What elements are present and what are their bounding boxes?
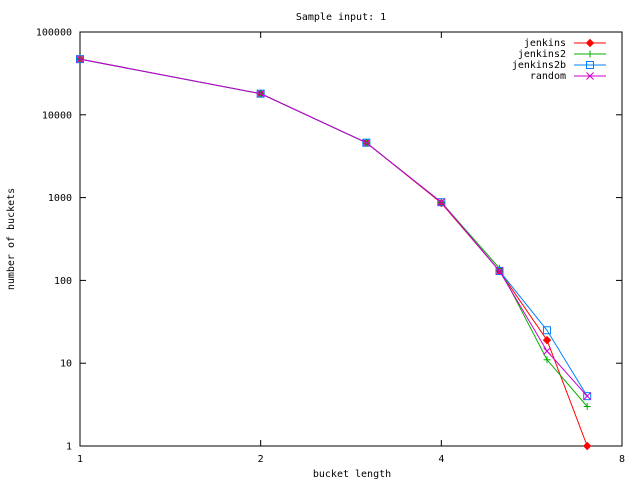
data-point-jenkins2b xyxy=(437,198,446,207)
legend-label: jenkins2b xyxy=(512,60,566,71)
legend-label: jenkins2 xyxy=(518,49,566,60)
data-point-jenkins2b xyxy=(583,392,592,401)
data-point-jenkins xyxy=(582,441,592,451)
x-tick-label: 1 xyxy=(77,454,83,465)
chart-title: Sample input: 1 xyxy=(296,12,386,23)
data-point-random xyxy=(256,89,265,98)
x-tick-label: 8 xyxy=(619,454,625,465)
legend-marker-jenkins xyxy=(585,38,595,48)
legend-item-jenkins: jenkins xyxy=(524,38,606,49)
y-tick-label: 10 xyxy=(60,359,72,370)
data-point-random xyxy=(495,267,504,275)
series-layer xyxy=(75,54,592,451)
data-point-random xyxy=(583,392,592,401)
legend-marker-jenkins2 xyxy=(586,50,594,58)
y-tick-label: 100000 xyxy=(36,28,72,39)
y-tick-label: 1 xyxy=(66,442,72,453)
y-tick-label: 10000 xyxy=(42,110,72,121)
data-point-jenkins2b xyxy=(362,138,371,147)
series-random xyxy=(76,55,592,401)
legend-label: jenkins xyxy=(524,38,566,49)
data-point-jenkins2b xyxy=(495,266,504,275)
legend-item-random: random xyxy=(530,71,606,82)
axis-ticks: 1 2 4 8 1 10 100 1000 10000 100000 xyxy=(36,28,625,466)
data-point-jenkins2b xyxy=(256,89,265,98)
data-point-random xyxy=(543,347,551,355)
legend-marker-jenkins2b xyxy=(586,61,594,69)
data-point-random xyxy=(362,138,371,147)
legend-label: random xyxy=(530,71,566,82)
data-point-jenkins2b xyxy=(76,55,84,64)
x-tick-label: 2 xyxy=(258,454,264,465)
x-axis-label: bucket length xyxy=(313,469,391,480)
plot-frame xyxy=(79,31,623,447)
x-tick-label: 4 xyxy=(438,454,444,465)
data-point-jenkins2 xyxy=(543,356,551,364)
y-tick-label: 1000 xyxy=(48,193,72,204)
data-point-jenkins xyxy=(542,335,552,345)
data-point-random xyxy=(76,55,84,64)
legend-marker-random xyxy=(586,72,594,80)
y-axis-label: number of buckets xyxy=(6,188,17,290)
y-tick-label: 100 xyxy=(54,276,72,287)
legend-item-jenkins2: jenkins2 xyxy=(518,49,606,60)
data-point-jenkins2b xyxy=(543,326,552,335)
legend-item-jenkins2b: jenkins2b xyxy=(512,60,606,71)
data-point-random xyxy=(437,198,446,207)
data-point-jenkins2 xyxy=(583,402,591,410)
